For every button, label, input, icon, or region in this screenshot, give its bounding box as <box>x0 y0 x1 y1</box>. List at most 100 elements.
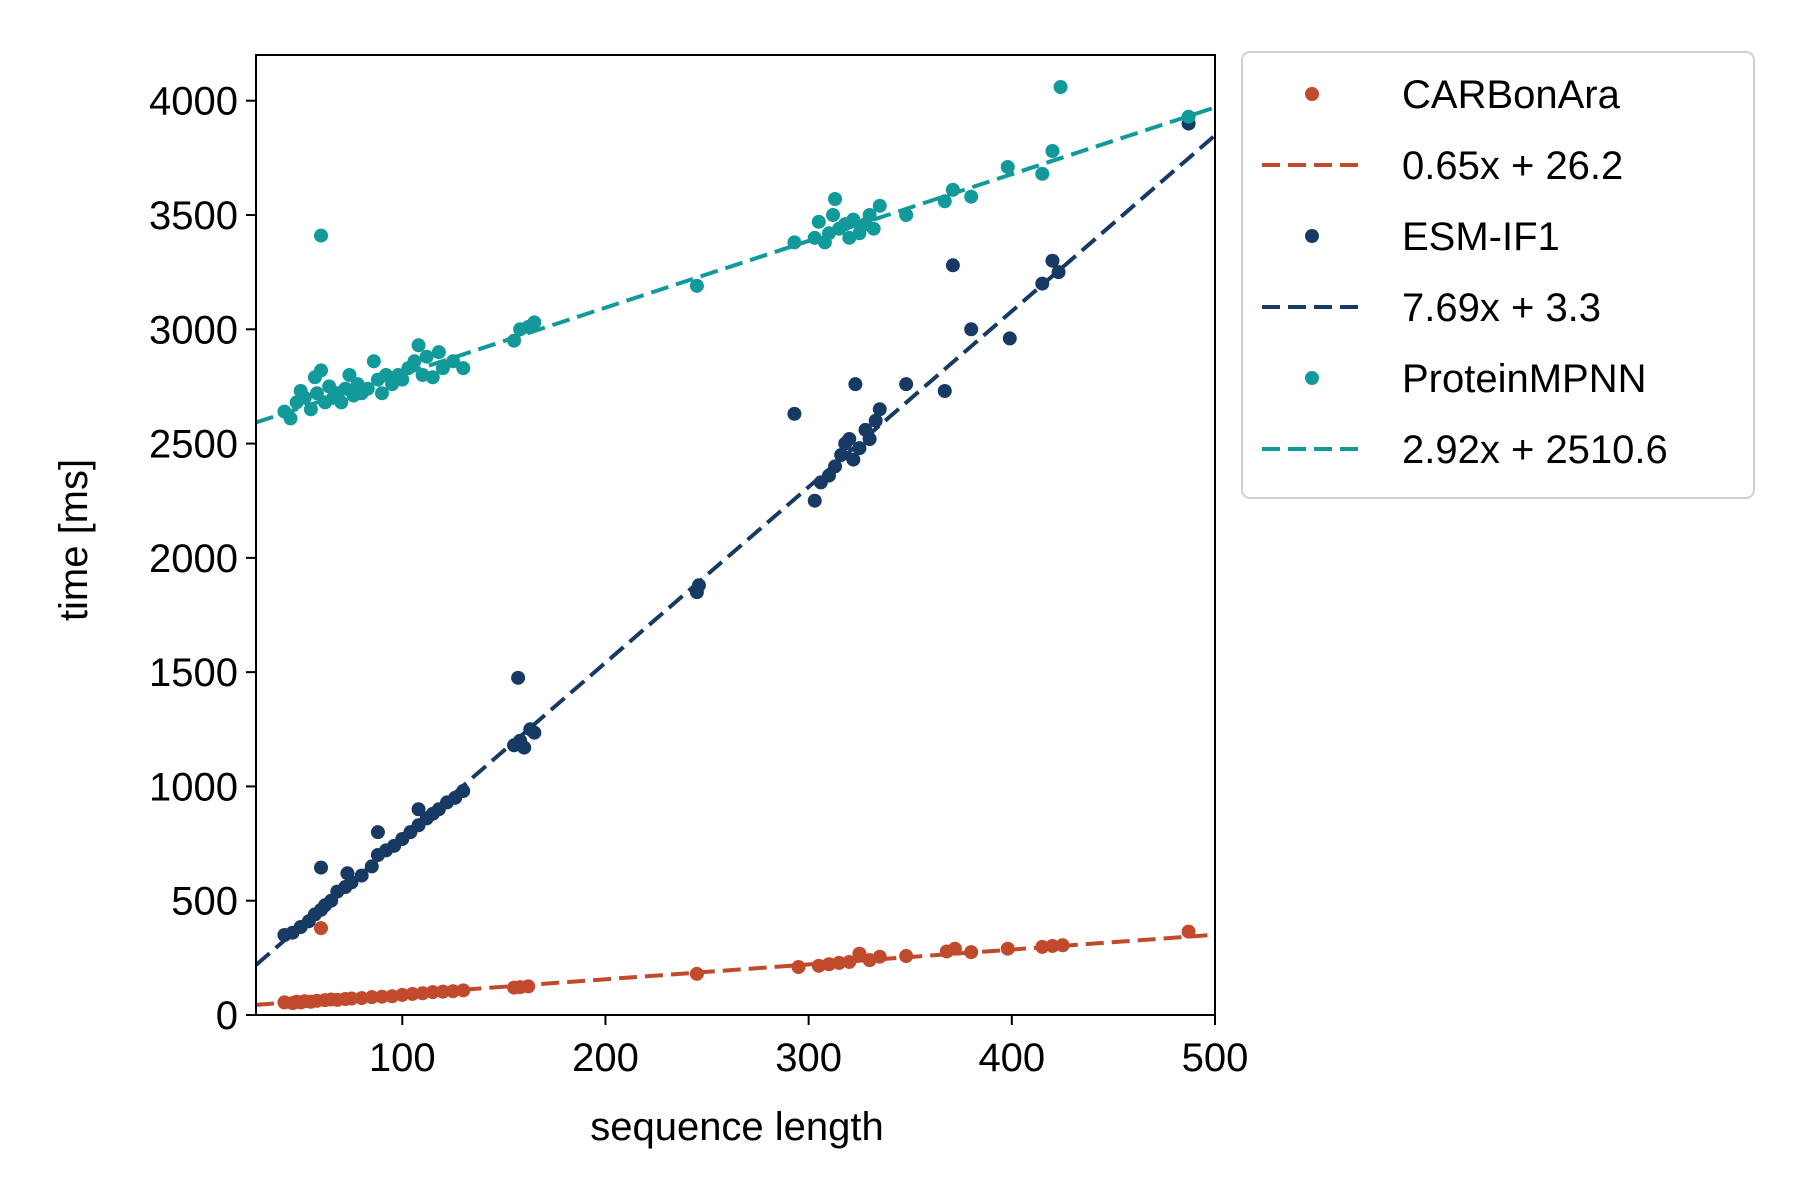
legend-label-1: ESM-IF1 <box>1402 215 1560 259</box>
legend-fit-label-1: 7.69x + 3.3 <box>1402 286 1601 330</box>
data-point-s1-55 <box>964 322 979 337</box>
fit-line-2 <box>256 105 1215 425</box>
data-point-s2-22 <box>374 386 389 401</box>
points-layer <box>277 80 1196 1011</box>
data-point-s0-43 <box>1055 938 1070 953</box>
data-point-s2-43 <box>787 235 802 250</box>
data-point-s1-31 <box>517 740 532 755</box>
data-point-s2-7 <box>309 386 324 401</box>
x-axis-label: sequence length <box>590 1105 884 1149</box>
x-tick-label-0: 100 <box>369 1036 436 1080</box>
data-point-s2-31 <box>419 349 434 364</box>
legend-box <box>1241 51 1755 499</box>
data-point-s0-23 <box>456 983 471 998</box>
data-point-s0-38 <box>947 941 962 956</box>
x-tick-label-3: 400 <box>978 1036 1045 1080</box>
data-point-s1-53 <box>937 384 952 398</box>
data-point-s1-36 <box>691 578 706 593</box>
data-point-s2-49 <box>828 192 843 206</box>
data-point-s1-56 <box>1002 331 1017 346</box>
data-point-s2-5 <box>303 402 318 417</box>
data-point-s2-33 <box>431 345 446 360</box>
data-point-s1-52 <box>899 377 914 392</box>
data-point-s0-35 <box>872 949 887 964</box>
data-point-s2-26 <box>395 372 410 387</box>
data-point-s2-20 <box>366 354 381 369</box>
fit-lines-layer <box>256 105 1215 1007</box>
data-point-s2-34 <box>435 361 450 376</box>
plot-frame <box>255 54 1216 1016</box>
data-point-s2-4 <box>297 390 312 405</box>
data-point-s2-28 <box>407 354 422 369</box>
y-axis: 0 500 1000 1500 2000 2500 3000 3500 4000 <box>149 80 256 1038</box>
y-tick-label-3: 1500 <box>149 651 238 695</box>
data-point-s1-45 <box>846 452 861 467</box>
legend-label-2: ProteinMPNN <box>1402 357 1647 401</box>
y-tick-label-6: 3000 <box>149 308 238 352</box>
data-point-s0-28 <box>791 960 806 974</box>
data-point-s1-25 <box>314 860 329 875</box>
y-tick-label-0: 0 <box>216 994 238 1038</box>
data-point-s2-32 <box>425 370 440 385</box>
data-point-s2-41 <box>527 315 542 330</box>
data-point-s1-41 <box>828 459 843 474</box>
data-point-s0-12 <box>344 991 359 1006</box>
data-point-s2-59 <box>899 208 914 222</box>
y-tick-label-4: 2000 <box>149 537 238 581</box>
y-tick-label-7: 3500 <box>149 194 238 238</box>
data-point-s2-15 <box>342 368 357 382</box>
data-point-s0-41 <box>1035 939 1050 954</box>
x-tick-label-4: 500 <box>1182 1036 1249 1080</box>
data-point-s0-32 <box>842 954 857 969</box>
x-tick-label-2: 300 <box>775 1036 842 1080</box>
y-tick-label-5: 2500 <box>149 423 238 467</box>
data-point-s1-28 <box>411 802 426 817</box>
data-point-s1-51 <box>848 377 863 392</box>
data-point-s1-33 <box>527 725 542 740</box>
data-point-s2-38 <box>507 333 522 348</box>
data-point-s2-62 <box>964 189 979 204</box>
data-point-s1-44 <box>842 432 857 446</box>
data-point-s1-59 <box>1051 265 1066 280</box>
y-tick-label-8: 4000 <box>149 80 238 124</box>
data-point-s2-37 <box>314 228 329 243</box>
y-tick-label-1: 500 <box>171 880 238 924</box>
data-point-s1-54 <box>945 258 960 273</box>
data-point-s2-53 <box>846 212 861 227</box>
data-point-s0-14 <box>364 990 379 1005</box>
data-point-s1-26 <box>340 866 355 881</box>
data-point-s1-34 <box>511 670 526 685</box>
x-axis: 100 200 300 400 500 <box>369 1015 1248 1080</box>
data-point-s0-42 <box>1045 938 1060 953</box>
data-point-s1-46 <box>852 441 867 456</box>
y-tick-label-2: 1000 <box>149 765 238 809</box>
data-point-s0-22 <box>446 984 461 999</box>
y-axis-label: time [ms] <box>52 459 96 621</box>
data-point-s1-49 <box>868 413 883 428</box>
data-point-s1-37 <box>787 406 802 421</box>
data-point-s0-40 <box>1000 941 1015 956</box>
data-point-s0-31 <box>832 955 847 970</box>
data-point-s0-44 <box>1181 924 1196 939</box>
data-point-s2-60 <box>937 194 952 209</box>
data-point-s2-64 <box>1035 166 1050 181</box>
data-point-s1-50 <box>872 402 887 417</box>
data-point-s1-12 <box>364 859 379 874</box>
x-tick-label-1: 200 <box>572 1036 639 1080</box>
data-point-s2-1 <box>283 411 298 426</box>
data-point-s2-57 <box>866 221 881 236</box>
data-point-s0-15 <box>374 989 389 1004</box>
data-point-s2-42 <box>689 278 704 293</box>
data-point-s2-48 <box>826 208 841 222</box>
data-point-s2-35 <box>446 354 461 369</box>
data-point-s1-48 <box>862 432 877 446</box>
data-point-s0-36 <box>899 949 914 964</box>
data-point-s0-27 <box>689 966 704 981</box>
data-point-s1-57 <box>1035 276 1050 291</box>
legend-marker-0 <box>1305 87 1319 101</box>
data-point-s1-58 <box>1045 253 1060 268</box>
data-point-s2-8 <box>314 363 329 378</box>
data-point-s0-7 <box>314 921 329 936</box>
data-point-s2-61 <box>945 182 960 197</box>
legend-marker-1 <box>1305 229 1319 243</box>
